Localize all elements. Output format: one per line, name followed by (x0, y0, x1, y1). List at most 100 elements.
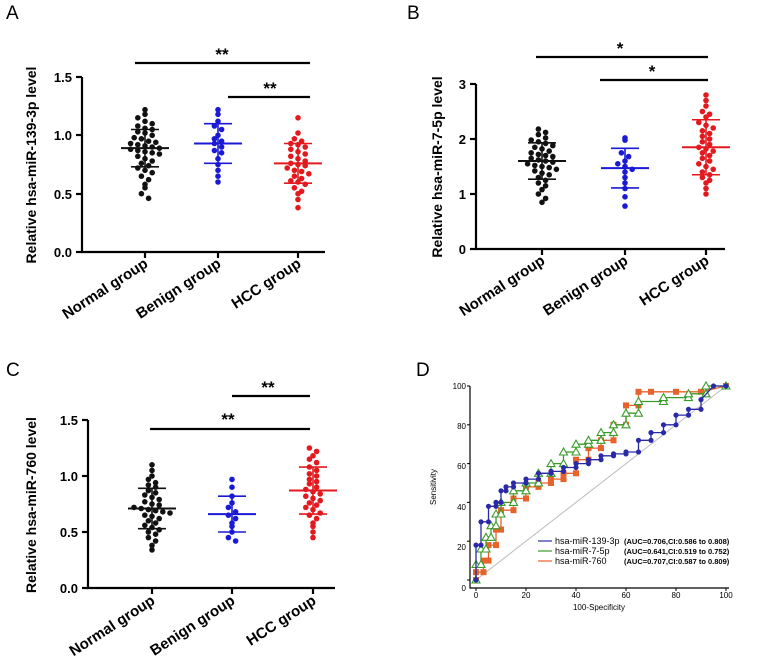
roc-point-7-5p (658, 392, 669, 402)
roc-point-7-5p (508, 497, 519, 506)
panel-c-point-hcc (310, 453, 316, 459)
panel-c-point-normal (152, 531, 159, 537)
panel-b-point-benign (622, 194, 628, 200)
roc-point-760 (498, 526, 504, 533)
panel-c-point-normal (167, 510, 173, 516)
panel-a-point-hcc (295, 204, 301, 211)
legend-auc-760: (AUC=0.707,CI:0.587 to 0.809) (624, 557, 730, 566)
panel-b-point-hcc (699, 150, 706, 156)
panel-c: C Relative hsa-miR-760 level 0.0 0.5 1.0… (6, 360, 337, 660)
panel-a: A Relative hsa-miR-139-3p level 0.0 0.5 … (6, 3, 325, 323)
panel-b-point-normal (532, 162, 538, 169)
roc-point-139-3p (635, 437, 642, 443)
roc-point-139-3p (493, 499, 499, 505)
panel-d-xtick-label: 60 (622, 591, 631, 600)
panel-b-point-hcc (703, 103, 709, 109)
panel-c-point-hcc (317, 491, 324, 497)
panel-b-point-normal (542, 183, 549, 189)
panel-a-point-hcc (288, 178, 294, 184)
panel-a-point-hcc (291, 185, 298, 191)
roc-point-760 (480, 569, 487, 576)
panel-b-point-hcc (696, 119, 702, 126)
panel-b-point-hcc (706, 136, 713, 142)
panel-a-significance-label: ** (215, 45, 229, 64)
roc-point-139-3p (560, 464, 567, 471)
panel-b-point-normal (550, 153, 556, 160)
panel-c-point-normal (149, 473, 155, 479)
roc-point-7-5p (633, 408, 644, 417)
panel-a-point-hcc (302, 151, 309, 157)
roc-point-139-3p (723, 383, 729, 389)
panel-d-axes (469, 386, 729, 589)
panel-c-ytick-label: 1.5 (60, 413, 78, 428)
panel-b-significance-label: * (649, 62, 656, 81)
panel-c-category-hcc: HCC group (244, 592, 320, 649)
panel-c-point-normal (156, 527, 162, 533)
roc-point-760 (573, 470, 579, 477)
panel-c-point-normal (149, 542, 155, 549)
roc-point-139-3p (660, 422, 667, 428)
panel-a-point-normal (142, 167, 148, 174)
panel-a-point-normal (149, 120, 155, 127)
roc-point-7-5p (486, 532, 496, 541)
panel-b-significance-label: * (617, 39, 624, 58)
panel-b-category-hcc: HCC group (637, 252, 713, 309)
panel-c-point-normal (142, 522, 148, 529)
panel-b-point-hcc (710, 148, 716, 154)
panel-a-point-normal (135, 115, 141, 121)
roc-point-139-3p (535, 470, 542, 476)
panel-a-point-benign (211, 136, 218, 142)
roc-point-7-5p (571, 446, 581, 456)
roc-point-760 (560, 476, 567, 483)
panel-b-point-hcc (699, 169, 706, 175)
roc-point-760 (610, 437, 617, 444)
roc-point-139-3p (623, 449, 629, 455)
panel-c-point-hcc (306, 476, 313, 483)
panel-c-point-normal (145, 482, 152, 488)
roc-point-139-3p (635, 449, 642, 455)
panel-d-xtick-label: 20 (522, 591, 531, 600)
roc-point-7-5p (521, 485, 531, 495)
panel-b-point-normal (524, 161, 531, 167)
panel-d-ticks: 0 20 40 60 80 100 0 20 40 60 80 100 (453, 382, 734, 600)
panel-b-point-hcc (706, 177, 713, 184)
panel-a-category-hcc: HCC group (229, 255, 305, 312)
panel-b-point-normal (535, 180, 542, 186)
panel-a-point-normal (145, 138, 152, 144)
panel-b-ytick-label: 2 (459, 132, 466, 147)
panel-d-xtick-label: 40 (572, 591, 581, 600)
panel-c-point-benign (229, 476, 235, 483)
roc-point-760 (493, 542, 499, 549)
roc-point-7-5p (491, 520, 501, 530)
panel-a-point-hcc (306, 171, 312, 177)
roc-point-139-3p (610, 451, 617, 457)
roc-point-139-3p (598, 457, 604, 463)
panel-a-ytick-label: 0.5 (54, 187, 72, 202)
panel-b-point-benign (615, 161, 621, 167)
panel-b-point-hcc (706, 111, 713, 117)
roc-point-139-3p (585, 461, 592, 467)
panel-a-point-benign (218, 144, 225, 150)
roc-point-7-5p (496, 508, 506, 518)
panel-c-marks (128, 445, 337, 553)
panel-b-label: B (407, 3, 420, 24)
panel-b-point-normal (528, 155, 534, 162)
roc-point-139-3p (493, 503, 499, 509)
panel-d-ylabel: Sensitivity (429, 469, 438, 505)
panel-b-point-normal (528, 150, 534, 156)
panel-c-significance-label: ** (261, 378, 275, 397)
panel-b-point-hcc (706, 141, 713, 148)
panel-a-point-benign (215, 106, 221, 113)
panel-c-point-normal (142, 492, 148, 498)
panel-c-point-hcc (313, 448, 320, 455)
panel-a-point-benign (215, 167, 221, 174)
panel-d-ytick-label: 100 (453, 382, 467, 391)
panel-a-point-hcc (288, 146, 294, 153)
panel-b-point-normal (532, 144, 538, 151)
panel-b-point-hcc (710, 166, 716, 173)
panel-b-point-normal (528, 137, 534, 143)
panel-a-ytick-label: 1.0 (54, 128, 72, 143)
roc-point-760 (573, 456, 579, 463)
roc-point-760 (510, 507, 517, 514)
panel-c-ylabel: Relative hsa-miR-760 level (23, 417, 39, 593)
